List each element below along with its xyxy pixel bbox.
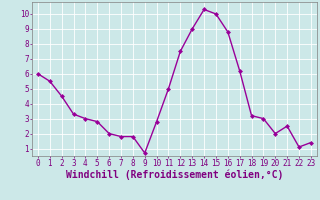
X-axis label: Windchill (Refroidissement éolien,°C): Windchill (Refroidissement éolien,°C) (66, 169, 283, 180)
